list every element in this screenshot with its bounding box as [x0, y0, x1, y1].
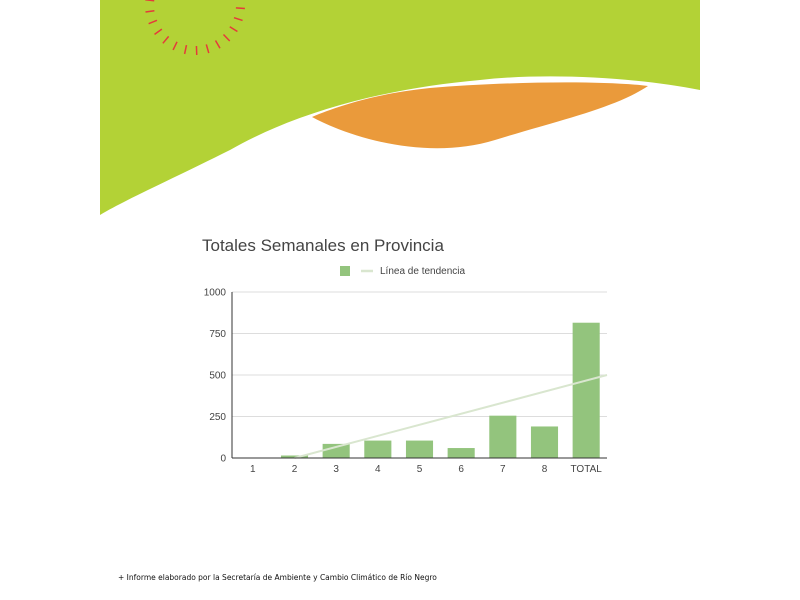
x-tick-label: 5	[417, 464, 423, 475]
sun-ray	[229, 26, 238, 33]
bar-6	[447, 448, 475, 458]
sun-ray	[145, 0, 155, 2]
sun-ray	[205, 44, 210, 54]
header-decoration	[100, 0, 700, 215]
y-tick-label: 750	[209, 329, 226, 340]
sun-ray	[148, 19, 158, 25]
x-tick-label: 3	[333, 464, 339, 475]
bar-chart: Totales Semanales en Provincia Línea de …	[202, 236, 608, 475]
legend-swatch	[340, 266, 350, 276]
trendline	[294, 374, 608, 459]
sun-rays-icon	[145, 0, 245, 55]
y-axis-ticks: 0 250 500 750 1000	[204, 288, 227, 465]
chart-title: Totales Semanales en Provincia	[202, 236, 444, 255]
sun-ray	[154, 28, 163, 35]
sun-ray	[235, 7, 245, 10]
bar-total	[572, 322, 600, 458]
x-tick-label: 8	[542, 464, 548, 475]
orange-band	[312, 82, 648, 149]
bar-7	[489, 415, 517, 458]
x-tick-label: 7	[500, 464, 506, 475]
bar-4	[364, 440, 392, 458]
footnote: + Informe elaborado por la Secretaría de…	[118, 573, 437, 582]
bar-3	[322, 443, 350, 458]
sun-ray	[162, 35, 170, 44]
bar-2	[280, 455, 309, 458]
x-tick-label: 2	[292, 464, 298, 475]
bars	[280, 322, 600, 458]
y-tick-label: 0	[220, 454, 226, 465]
sun-ray	[222, 33, 231, 42]
sun-ray	[145, 9, 155, 13]
y-tick-label: 1000	[204, 288, 227, 299]
x-tick-label: 4	[375, 464, 381, 475]
bar-5	[405, 440, 434, 458]
sun-ray	[214, 40, 221, 49]
sun-ray	[172, 41, 178, 51]
y-tick-label: 500	[209, 371, 226, 382]
x-tick-label: TOTAL	[571, 464, 603, 475]
green-band	[100, 0, 700, 215]
bar-8	[530, 426, 559, 458]
x-axis-ticks: 1 2 3 4 5 6 7 8 TOTAL	[250, 464, 602, 475]
x-tick-label: 1	[250, 464, 256, 475]
legend-trendline-label: Línea de tendencia	[380, 266, 466, 277]
sun-ray	[233, 16, 243, 22]
y-tick-label: 250	[209, 412, 226, 423]
report-page: Totales Semanales en Provincia Línea de …	[100, 0, 700, 600]
x-tick-label: 6	[458, 464, 464, 475]
sun-ray	[183, 44, 188, 55]
